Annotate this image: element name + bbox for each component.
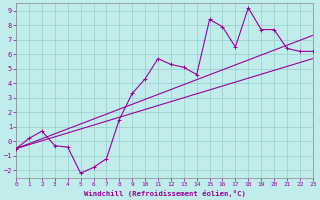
X-axis label: Windchill (Refroidissement éolien,°C): Windchill (Refroidissement éolien,°C) xyxy=(84,190,245,197)
